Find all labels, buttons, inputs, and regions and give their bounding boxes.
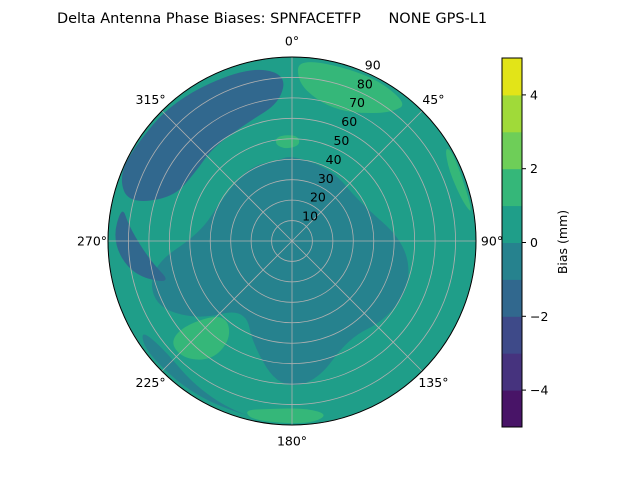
- colorbar-tick-label: 0: [530, 235, 538, 250]
- contour-region-5: [173, 316, 230, 360]
- radial-tick-label: 50: [333, 133, 349, 148]
- colorbar-segment: [502, 242, 522, 280]
- chart-title: Delta Antenna Phase Biases: SPNFACETFP N…: [57, 11, 487, 27]
- colorbar-tick-label: −4: [530, 383, 548, 398]
- colorbar-tick-label: 2: [530, 161, 538, 176]
- angular-gridline: [161, 240, 293, 372]
- colorbar-segment: [502, 279, 522, 317]
- angular-tick-label: 0°: [285, 34, 299, 49]
- radial-tick-label: 30: [318, 171, 334, 186]
- angular-tick-label: 180°: [277, 434, 307, 449]
- contour-region-4: [297, 62, 403, 114]
- contour-region-0: [152, 157, 409, 386]
- angular-tick-label: 225°: [136, 375, 166, 390]
- contour-region-7: [275, 135, 300, 149]
- radial-tick-labels: 10 20 30 40 50 60 70 80 90: [302, 57, 381, 223]
- contour-region-3: [142, 334, 262, 420]
- radial-tick-label: 90: [365, 57, 381, 72]
- angular-gridline: [291, 110, 423, 242]
- colorbar-tick-label: 4: [530, 87, 538, 102]
- colorbar-segment: [502, 168, 522, 207]
- radial-tick-label: 20: [310, 190, 326, 205]
- polar-grid: [107, 56, 477, 426]
- colorbar-tick-label: −2: [530, 309, 548, 324]
- colorbar-segment: [502, 390, 522, 428]
- colorbar-segment: [502, 316, 522, 354]
- contour-region-8: [446, 148, 471, 211]
- radial-tick-label: 10: [302, 209, 318, 224]
- radial-tick-label: 70: [349, 95, 365, 110]
- radial-tick-label: 40: [326, 152, 342, 167]
- colorbar-label: Bias (mm): [555, 210, 570, 274]
- angular-tick-label: 45°: [422, 92, 444, 107]
- colorbar-segment: [502, 353, 522, 391]
- angular-tick-labels: 0° 45° 90° 135° 180° 225° 270° 315°: [77, 34, 503, 449]
- radial-tick-label: 60: [341, 114, 357, 129]
- angular-gridline: [291, 240, 423, 372]
- angular-tick-label: 90°: [481, 234, 503, 249]
- colorbar-segment: [502, 205, 522, 243]
- colorbar-segment: [502, 131, 522, 170]
- contour-region-1: [121, 69, 284, 201]
- radial-tick-label: 80: [357, 76, 373, 91]
- contour-region-6: [247, 408, 324, 424]
- angular-gridline: [161, 110, 293, 242]
- contour-region-2: [115, 211, 166, 282]
- polar-frame: [107, 56, 477, 426]
- colorbar: −4 −2 0 2 4 Bias (mm): [501, 57, 570, 428]
- angular-tick-label: 135°: [418, 375, 448, 390]
- colorbar-segment: [502, 58, 522, 96]
- angular-tick-label: 315°: [136, 92, 166, 107]
- colorbar-segment: [502, 94, 522, 133]
- angular-tick-label: 270°: [77, 234, 107, 249]
